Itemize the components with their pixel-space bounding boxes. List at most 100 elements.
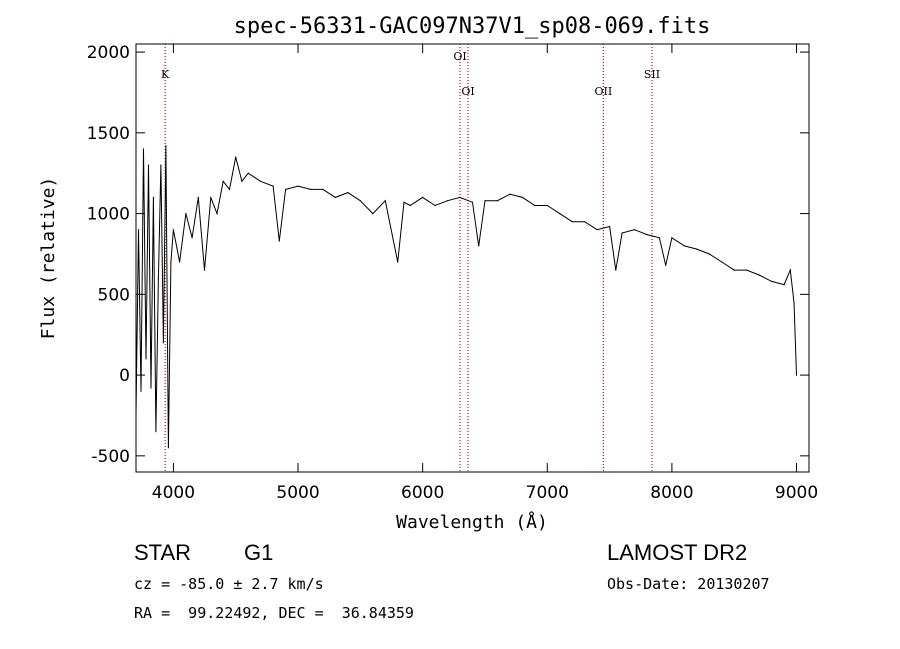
spectrum-point xyxy=(459,196,461,198)
observation-date: Obs-Date: 20130207 xyxy=(607,575,770,593)
line-marker-label: OII xyxy=(595,85,613,98)
spectrum-point xyxy=(721,261,723,263)
spectrum-point xyxy=(222,180,224,182)
y-tick-label: 500 xyxy=(98,285,130,305)
spectrum-point xyxy=(484,200,486,202)
spectrum-point xyxy=(322,188,324,190)
spectrum-point xyxy=(135,414,137,417)
spectrum-point xyxy=(793,301,795,303)
x-tick-label: 9000 xyxy=(775,483,818,503)
spectrum-point xyxy=(347,192,349,194)
x-tick-label: 4000 xyxy=(152,483,195,503)
y-axis-label: Flux (relative) xyxy=(38,177,59,340)
spectrum-point xyxy=(447,200,449,202)
spectrum-point xyxy=(609,225,611,228)
spectrum-point xyxy=(278,240,280,242)
y-tick-label: 0 xyxy=(119,366,130,386)
spectrum-point xyxy=(795,374,798,376)
y-tick-label: 1500 xyxy=(87,124,130,144)
redshift-readout: cz = -85.0 ± 2.7 km/s xyxy=(134,575,324,593)
spectrum-point xyxy=(160,164,162,166)
spectrum-point xyxy=(150,387,152,389)
spectrum-point xyxy=(559,213,561,215)
spectrum-point xyxy=(147,164,150,166)
spectrum-point xyxy=(534,204,536,207)
spectrum-point xyxy=(142,148,145,150)
spectrum-point xyxy=(272,185,274,187)
spectrum-point xyxy=(172,229,174,231)
spectrum-point xyxy=(137,229,140,231)
spectrum-point xyxy=(789,269,791,271)
spectrum-point xyxy=(733,269,735,271)
spectrum-point xyxy=(683,245,686,247)
spectrum-point xyxy=(162,342,164,344)
spectrum-point xyxy=(783,284,785,286)
line-marker-label: OI xyxy=(461,85,474,98)
x-tick-label: 5000 xyxy=(276,483,319,503)
y-tick-label: -500 xyxy=(91,447,130,467)
object-subclass: G1 xyxy=(244,540,274,565)
spectrum-point xyxy=(185,213,187,215)
spectrum-point xyxy=(197,196,199,198)
spectrum-point xyxy=(696,248,698,250)
x-tick-label: 6000 xyxy=(401,483,444,503)
spectrum-point xyxy=(309,188,312,190)
spectrum-point xyxy=(409,204,411,207)
spectrum-point xyxy=(665,264,667,266)
line-marker-label: SII xyxy=(644,68,660,81)
x-tick-label: 8000 xyxy=(650,483,693,503)
survey-name: LAMOST DR2 xyxy=(607,540,748,565)
spectrum-point xyxy=(241,180,243,182)
spectrum-point xyxy=(170,261,172,263)
spectrum-point xyxy=(384,200,386,202)
coordinates-readout: RA = 99.22492, DEC = 36.84359 xyxy=(134,604,414,622)
axis-ticks: 4000 5000 6000 7000 8000 9000 -500 0 500 1000 1500… xyxy=(87,43,818,503)
spectrum-point xyxy=(260,180,262,182)
line-marker-label: OI xyxy=(453,50,466,63)
spectrum-point xyxy=(633,229,636,231)
y-tick-label: 2000 xyxy=(87,43,130,63)
spectrum-point xyxy=(509,193,511,195)
spectrum-point xyxy=(671,237,673,239)
line-markers: K OI OI OII SII xyxy=(161,44,660,472)
spectrum-point xyxy=(297,185,299,187)
spectrum-point xyxy=(521,196,524,198)
spectrum-point xyxy=(546,204,548,207)
x-tick-label: 7000 xyxy=(526,483,569,503)
spectrum-point xyxy=(471,201,474,203)
spectrum-point xyxy=(584,221,586,223)
spectrum-point xyxy=(434,204,436,207)
spectrum-point xyxy=(372,213,374,215)
object-class: STAR xyxy=(134,540,192,565)
spectrum-point xyxy=(615,269,617,271)
spectrum-point xyxy=(771,280,773,282)
spectrum-point xyxy=(191,237,193,239)
spectrum-point xyxy=(203,269,206,271)
spectrum-line xyxy=(135,145,797,448)
spectrum-point xyxy=(478,245,480,247)
spectrum-point xyxy=(157,277,159,279)
spectrum-point xyxy=(167,447,169,449)
y-tick-label: 1000 xyxy=(87,205,130,225)
chart-title: spec-56331-GAC097N37V1_sp08-069.fits xyxy=(234,14,711,39)
spectrum-point xyxy=(571,221,573,223)
spectrum-point xyxy=(140,390,142,392)
spectrum-point xyxy=(247,172,249,174)
spectrum-point xyxy=(152,196,154,198)
spectrum-point xyxy=(235,156,237,158)
spectrum-point xyxy=(758,274,760,276)
spectrum-point xyxy=(155,431,157,433)
spectrum-point xyxy=(646,234,648,236)
spectrum-point xyxy=(746,269,748,271)
spectrum-point xyxy=(496,200,498,202)
spectrum-point xyxy=(403,201,405,203)
spectrum-point xyxy=(145,358,147,360)
spectrum-point xyxy=(179,261,181,263)
spectrum-point xyxy=(596,229,598,231)
spectrum-point xyxy=(397,261,399,263)
series-layer xyxy=(135,145,798,449)
plot-frame xyxy=(135,43,810,473)
spectrum-point xyxy=(658,237,661,239)
line-marker-label: K xyxy=(161,68,170,81)
